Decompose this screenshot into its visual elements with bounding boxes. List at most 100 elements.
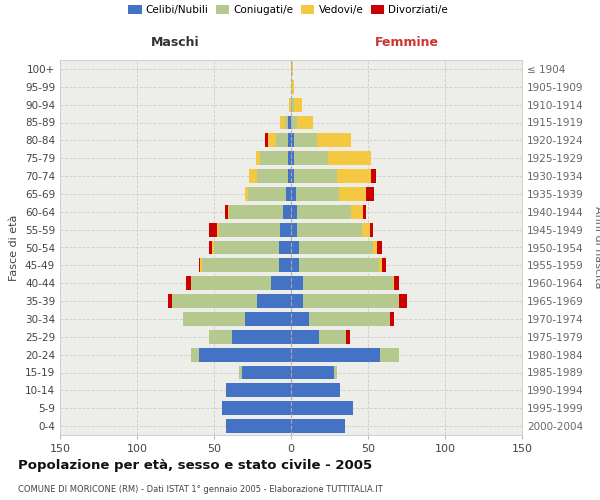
Bar [283, 205, 291, 219]
Bar [280, 222, 291, 236]
Bar [222, 401, 291, 415]
Bar [286, 187, 291, 201]
Bar [291, 276, 304, 290]
Bar [291, 151, 294, 165]
Bar [226, 419, 291, 433]
Bar [250, 169, 257, 183]
Bar [288, 134, 291, 147]
Bar [217, 222, 218, 236]
Text: Femmine: Femmine [374, 36, 439, 50]
Bar [328, 151, 371, 165]
Bar [304, 294, 399, 308]
Bar [389, 312, 394, 326]
Bar [245, 312, 291, 326]
Bar [226, 384, 291, 398]
Bar [271, 276, 291, 290]
Bar [371, 169, 376, 183]
Bar [191, 348, 199, 362]
Bar [232, 330, 291, 344]
Bar [183, 312, 245, 326]
Legend: Celibi/Nubili, Coniugati/e, Vedovi/e, Divorziati/e: Celibi/Nubili, Coniugati/e, Vedovi/e, Di… [128, 5, 448, 15]
Bar [214, 240, 278, 254]
Text: Maschi: Maschi [151, 36, 200, 50]
Bar [296, 187, 339, 201]
Bar [291, 401, 353, 415]
Bar [278, 258, 291, 272]
Bar [294, 169, 337, 183]
Bar [291, 205, 297, 219]
Bar [351, 205, 364, 219]
Bar [289, 98, 291, 112]
Bar [288, 169, 291, 183]
Bar [364, 205, 367, 219]
Bar [291, 222, 297, 236]
Bar [297, 205, 351, 219]
Bar [257, 169, 288, 183]
Bar [297, 222, 362, 236]
Bar [212, 240, 214, 254]
Bar [186, 276, 191, 290]
Bar [291, 169, 294, 183]
Bar [288, 116, 291, 130]
Bar [257, 294, 291, 308]
Bar [392, 276, 394, 290]
Y-axis label: Fasce di età: Fasce di età [10, 214, 19, 280]
Bar [260, 151, 288, 165]
Bar [291, 258, 299, 272]
Text: COMUNE DI MORICONE (RM) - Dati ISTAT 1° gennaio 2005 - Elaborazione TUTTITALIA.I: COMUNE DI MORICONE (RM) - Dati ISTAT 1° … [18, 485, 383, 494]
Bar [394, 276, 399, 290]
Bar [291, 384, 340, 398]
Bar [248, 187, 286, 201]
Bar [291, 348, 380, 362]
Bar [228, 205, 229, 219]
Bar [346, 330, 350, 344]
Bar [291, 98, 294, 112]
Bar [291, 294, 304, 308]
Bar [291, 312, 310, 326]
Bar [288, 151, 291, 165]
Y-axis label: Anni di nascita: Anni di nascita [593, 206, 600, 289]
Bar [362, 222, 370, 236]
Bar [291, 62, 293, 76]
Bar [382, 258, 386, 272]
Bar [225, 205, 228, 219]
Bar [291, 134, 294, 147]
Bar [291, 187, 296, 201]
Bar [334, 366, 337, 380]
Bar [239, 366, 242, 380]
Bar [191, 276, 271, 290]
Bar [202, 258, 278, 272]
Bar [319, 330, 346, 344]
Bar [291, 419, 345, 433]
Bar [275, 134, 288, 147]
Bar [285, 116, 288, 130]
Bar [199, 348, 291, 362]
Bar [310, 312, 389, 326]
Bar [218, 222, 280, 236]
Bar [291, 240, 299, 254]
Bar [370, 222, 373, 236]
Bar [339, 187, 367, 201]
Bar [199, 258, 200, 272]
Bar [294, 151, 328, 165]
Bar [256, 151, 260, 165]
Bar [278, 240, 291, 254]
Bar [209, 330, 232, 344]
Bar [291, 366, 334, 380]
Bar [168, 294, 172, 308]
Bar [380, 348, 399, 362]
Bar [291, 330, 319, 344]
Bar [299, 240, 373, 254]
Bar [304, 276, 392, 290]
Bar [379, 258, 382, 272]
Bar [172, 294, 257, 308]
Bar [294, 98, 302, 112]
Bar [229, 205, 283, 219]
Bar [209, 240, 212, 254]
Bar [265, 134, 268, 147]
Bar [299, 258, 379, 272]
Bar [200, 258, 202, 272]
Bar [294, 134, 317, 147]
Bar [291, 116, 297, 130]
Bar [367, 187, 374, 201]
